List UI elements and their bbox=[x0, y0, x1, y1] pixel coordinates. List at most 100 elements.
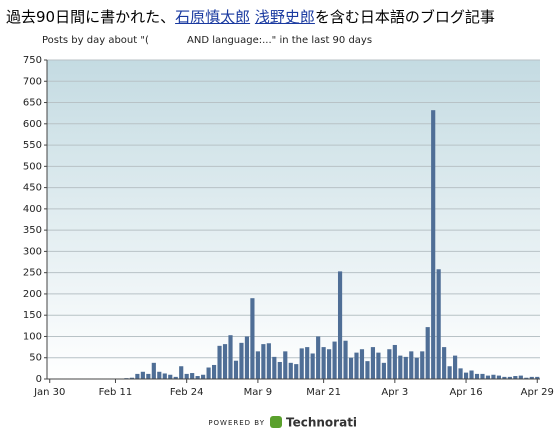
bar bbox=[381, 362, 386, 379]
y-tick-label: 450 bbox=[23, 183, 42, 194]
bar bbox=[206, 367, 211, 379]
y-tick-label: 700 bbox=[23, 76, 42, 87]
bar bbox=[425, 327, 430, 379]
plot-background bbox=[47, 60, 540, 379]
bar bbox=[458, 368, 463, 379]
x-tick-label: Mar 21 bbox=[306, 387, 341, 398]
bar bbox=[518, 375, 523, 379]
bar bbox=[129, 377, 134, 379]
bar bbox=[480, 373, 485, 379]
bar bbox=[376, 352, 381, 379]
bar bbox=[222, 344, 228, 379]
bar bbox=[436, 269, 441, 379]
y-tick-label: 750 bbox=[23, 55, 42, 66]
x-tick-label: Feb 24 bbox=[170, 387, 204, 398]
brand-icon[interactable] bbox=[270, 416, 282, 428]
bar bbox=[496, 375, 501, 379]
bar bbox=[387, 349, 392, 379]
bar bbox=[370, 347, 376, 379]
bar bbox=[442, 347, 447, 379]
bar bbox=[524, 377, 529, 379]
y-tick-label: 300 bbox=[23, 246, 42, 257]
y-tick-label: 0 bbox=[36, 374, 42, 385]
bar bbox=[162, 373, 167, 379]
bar bbox=[513, 376, 518, 379]
bar bbox=[332, 341, 337, 379]
bar bbox=[359, 349, 365, 379]
bar bbox=[491, 374, 496, 379]
bar bbox=[535, 376, 540, 379]
x-tick-label: Apr 3 bbox=[381, 387, 408, 398]
bar bbox=[354, 352, 359, 379]
y-tick-label: 200 bbox=[23, 289, 42, 300]
bar bbox=[250, 298, 255, 379]
title-text: 過去90日間に書かれた、 bbox=[6, 8, 176, 26]
bar bbox=[294, 364, 299, 379]
bar bbox=[179, 366, 184, 379]
bar bbox=[255, 351, 260, 379]
bar bbox=[195, 376, 200, 379]
bar bbox=[447, 366, 452, 379]
y-tick-label: 400 bbox=[23, 204, 42, 215]
bar bbox=[529, 376, 534, 379]
bar bbox=[414, 357, 419, 379]
bar bbox=[277, 361, 282, 379]
y-tick-label: 350 bbox=[23, 225, 42, 236]
bar bbox=[299, 348, 304, 379]
bar bbox=[453, 355, 458, 379]
bar bbox=[233, 360, 239, 379]
bar bbox=[201, 374, 206, 379]
x-tick-label: Apr 16 bbox=[449, 387, 482, 398]
bar bbox=[343, 340, 348, 379]
bar bbox=[305, 347, 310, 379]
bar bbox=[168, 374, 173, 379]
y-tick-label: 550 bbox=[23, 140, 42, 151]
bar bbox=[184, 373, 189, 379]
bar bbox=[135, 373, 140, 379]
bar bbox=[173, 376, 178, 379]
x-tick-label: Apr 29 bbox=[521, 387, 554, 398]
bar bbox=[266, 343, 271, 379]
y-tick-label: 650 bbox=[23, 98, 42, 109]
bar bbox=[244, 336, 250, 379]
bar bbox=[217, 345, 222, 379]
bar bbox=[327, 349, 332, 379]
bar bbox=[403, 356, 408, 379]
bar bbox=[392, 344, 397, 379]
y-tick-label: 50 bbox=[29, 353, 42, 364]
brand[interactable]: Technorati bbox=[286, 416, 357, 430]
powered-by: POWERED BY bbox=[208, 419, 265, 427]
x-tick-label: Mar 9 bbox=[244, 387, 272, 398]
bar bbox=[151, 362, 156, 379]
bar bbox=[463, 372, 469, 379]
bar bbox=[398, 355, 403, 379]
bar bbox=[288, 362, 293, 379]
bar bbox=[146, 373, 151, 379]
bar bbox=[431, 110, 436, 379]
bar bbox=[239, 342, 244, 379]
title-link[interactable]: 浅野史郎 bbox=[254, 8, 315, 26]
bar bbox=[365, 361, 370, 379]
bar bbox=[321, 347, 326, 379]
x-tick-label: Feb 11 bbox=[99, 387, 133, 398]
chart-subtitle: Posts by day about "( AND language:..." … bbox=[42, 35, 372, 46]
bar bbox=[502, 376, 507, 379]
title-text: を含む日本語のブログ記事 bbox=[314, 8, 495, 26]
bar bbox=[420, 351, 425, 379]
chart-title: 過去90日間に書かれた、石原慎太郎 浅野史郎を含む日本語のブログ記事 bbox=[6, 6, 495, 27]
y-tick-label: 600 bbox=[23, 119, 42, 130]
bar bbox=[228, 335, 233, 379]
bar bbox=[211, 364, 217, 379]
y-tick-label: 150 bbox=[23, 310, 42, 321]
bar bbox=[190, 373, 195, 379]
bar bbox=[272, 356, 277, 379]
y-tick-label: 500 bbox=[23, 161, 42, 172]
bar bbox=[474, 373, 480, 379]
x-tick-label: Jan 30 bbox=[33, 387, 65, 398]
title-link[interactable]: 石原慎太郎 bbox=[175, 8, 251, 26]
bar bbox=[348, 357, 354, 379]
bar bbox=[337, 271, 343, 379]
bar bbox=[485, 375, 491, 379]
bar bbox=[140, 371, 145, 379]
